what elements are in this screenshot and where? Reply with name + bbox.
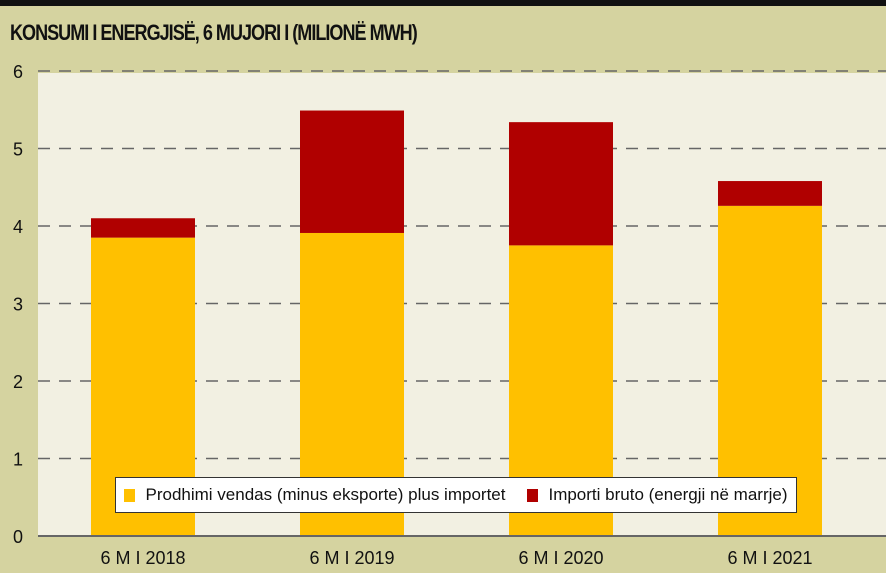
y-tick-label: 0 <box>13 527 23 547</box>
x-tick-label: 6 M I 2019 <box>309 548 394 568</box>
top-border <box>0 0 886 6</box>
legend-label-domestic: Prodhimi vendas (minus eksporte) plus im… <box>145 485 506 504</box>
bar-segment-imports <box>509 122 613 246</box>
legend-label-imports: Importi bruto (energji në marrje) <box>548 485 788 504</box>
bar-segment-imports <box>300 110 404 233</box>
x-tick-label: 6 M I 2018 <box>100 548 185 568</box>
y-tick-label: 2 <box>13 372 23 392</box>
y-tick-label: 5 <box>13 140 23 160</box>
y-tick-label: 3 <box>13 295 23 315</box>
bar-segment-imports <box>91 218 195 238</box>
y-tick-label: 4 <box>13 217 23 237</box>
x-tick-label: 6 M I 2021 <box>727 548 812 568</box>
bar-segment-imports <box>718 181 822 206</box>
chart-title: KONSUMI I ENERGJISË, 6 MUJORI I (MILIONË… <box>10 20 418 45</box>
legend-swatch-imports <box>527 488 539 502</box>
legend-swatch-domestic <box>124 488 136 502</box>
y-tick-label: 1 <box>13 450 23 470</box>
x-tick-label: 6 M I 2020 <box>518 548 603 568</box>
y-tick-label: 6 <box>13 62 23 82</box>
legend-item-imports: Importi bruto (energji në marrje) <box>527 485 788 505</box>
legend: Prodhimi vendas (minus eksporte) plus im… <box>115 477 797 513</box>
legend-item-domestic: Prodhimi vendas (minus eksporte) plus im… <box>124 485 505 505</box>
